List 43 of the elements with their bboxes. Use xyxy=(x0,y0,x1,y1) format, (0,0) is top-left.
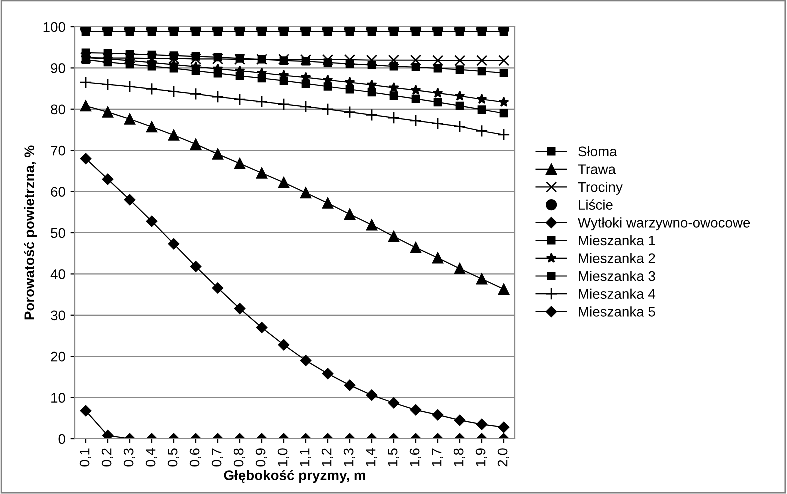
x-tick-label: 1,2 xyxy=(322,448,334,466)
y-tick-label: 10 xyxy=(52,393,66,403)
x-tick-label: 1,1 xyxy=(300,448,312,466)
x-tick-label: 2,0 xyxy=(498,448,510,467)
legend-label: Mieszanka 4 xyxy=(579,288,656,300)
y-axis-title: Porowatość powietrzna, % xyxy=(24,146,38,320)
x-tick-label: 1,0 xyxy=(278,448,290,466)
y-tick-label: 20 xyxy=(51,352,66,362)
legend-label: Mieszanka 2 xyxy=(579,253,656,264)
x-tick-label: 1,9 xyxy=(476,448,488,466)
legend-label: Mieszanka 1 xyxy=(579,235,656,246)
x-tick-label: 1,3 xyxy=(344,448,356,466)
legend-label: Wytłoki warzywno-owocowe xyxy=(578,218,750,231)
x-tick-label: 1,4 xyxy=(366,448,378,466)
y-tick-label: 50 xyxy=(51,228,66,238)
y-tick-label: 70 xyxy=(51,146,66,156)
x-tick-label: 0,2 xyxy=(102,448,114,467)
y-tick-label: 40 xyxy=(50,270,66,280)
y-tick-label: 80 xyxy=(51,104,66,115)
x-tick-label: 1,8 xyxy=(454,448,466,466)
x-tick-label: 0,5 xyxy=(168,448,180,467)
x-tick-label: 0,7 xyxy=(212,448,224,467)
legend-label: Liście xyxy=(579,200,613,210)
y-tick-label: 90 xyxy=(51,64,66,74)
legend-label: Trawa xyxy=(578,164,616,174)
legend-label: Trociny xyxy=(578,182,623,195)
x-tick-label: 0,8 xyxy=(234,448,246,467)
x-tick-label: 1,6 xyxy=(410,448,422,466)
x-axis-title: Głębokość pryzmy, m xyxy=(224,470,366,484)
x-tick-label: 0,1 xyxy=(80,448,92,467)
x-tick-label: 0,9 xyxy=(256,448,268,467)
legend-label: Mieszanka 5 xyxy=(579,306,656,317)
x-tick-label: 0,4 xyxy=(146,448,158,467)
x-tick-label: 1,7 xyxy=(432,448,444,466)
y-tick-label: 0 xyxy=(58,434,66,444)
legend-label: Słoma xyxy=(578,146,618,157)
x-tick-label: 0,3 xyxy=(124,448,136,467)
x-tick-label: 0,6 xyxy=(190,448,202,467)
legend-label: Mieszanka 3 xyxy=(579,271,656,282)
x-tick-label: 1,5 xyxy=(388,448,400,466)
y-tick-label: 100 xyxy=(44,22,66,32)
y-tick-label: 30 xyxy=(51,310,66,321)
y-tick-label: 60 xyxy=(51,187,66,197)
